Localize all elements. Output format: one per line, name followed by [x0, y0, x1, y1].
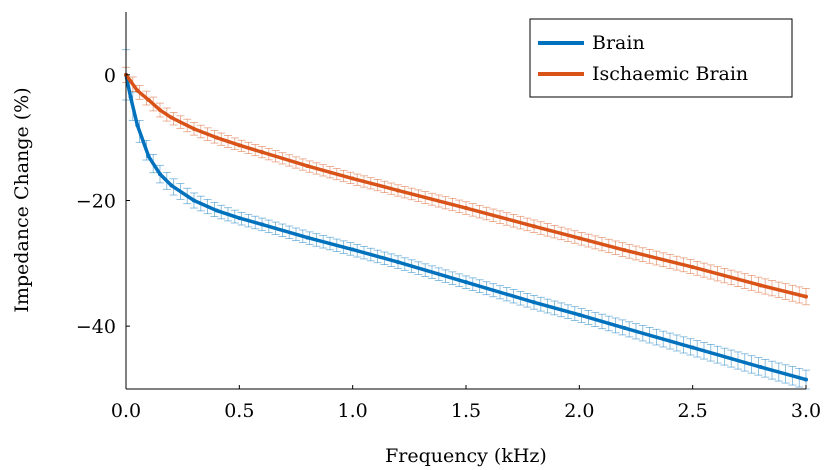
- data-point-brain: [135, 123, 140, 128]
- data-point-brain: [464, 280, 468, 285]
- data-point-brain: [305, 235, 310, 240]
- data-point-ischaemic-brain: [690, 265, 695, 270]
- x-tick-label: 0.0: [111, 400, 141, 422]
- data-point-ischaemic-brain: [804, 294, 808, 299]
- data-point-brain: [214, 208, 219, 213]
- legend-label-ischaemic-brain: Ischaemic Brain: [592, 63, 748, 85]
- series-lines-layer: [124, 72, 808, 382]
- ticks-layer: 0.0 0.5 1.0 1.5 2.0 2.5 3.0 −40 −20 0: [76, 65, 821, 422]
- data-point-brain: [146, 154, 151, 159]
- data-point-brain: [690, 345, 695, 350]
- x-axis-label: Frequency (kHz): [385, 445, 547, 467]
- error-bars-layer: [122, 49, 810, 390]
- data-point-ischaemic-brain: [128, 79, 133, 84]
- data-point-brain: [804, 377, 808, 382]
- data-point-ischaemic-brain: [135, 88, 140, 93]
- y-axis-label: Impedance Change (%): [11, 87, 33, 312]
- data-point-ischaemic-brain: [146, 97, 151, 102]
- data-point-brain: [169, 183, 174, 188]
- x-tick-label: 2.0: [564, 400, 594, 422]
- x-tick-label: 0.5: [224, 400, 254, 422]
- data-point-ischaemic-brain: [464, 206, 468, 211]
- data-point-brain: [158, 172, 162, 177]
- legend-entry-ischaemic-brain: Ischaemic Brain: [538, 63, 748, 85]
- data-point-ischaemic-brain: [305, 163, 310, 168]
- data-point-ischaemic-brain: [577, 236, 582, 241]
- data-point-ischaemic-brain: [169, 115, 174, 120]
- data-point-ischaemic-brain: [260, 150, 264, 155]
- y-tick-label: −20: [76, 191, 116, 213]
- legend-marker-ischaemic-brain: [559, 72, 563, 76]
- x-tick-label: 2.5: [678, 400, 708, 422]
- data-point-brain: [758, 365, 763, 370]
- data-point-ischaemic-brain: [758, 283, 763, 288]
- data-point-ischaemic-brain: [237, 143, 242, 148]
- y-tick-label: −40: [76, 316, 116, 338]
- data-point-ischaemic-brain: [158, 108, 162, 113]
- x-tick-label: 1.0: [338, 400, 368, 422]
- legend-marker-brain: [559, 41, 563, 45]
- data-point-ischaemic-brain: [622, 248, 627, 253]
- data-point-brain: [622, 326, 627, 331]
- data-point-brain: [128, 94, 133, 99]
- legend-entry-brain: Brain: [538, 32, 645, 54]
- data-point-ischaemic-brain: [396, 188, 400, 193]
- x-tick-label: 3.0: [791, 400, 821, 422]
- data-point-brain: [532, 300, 536, 305]
- data-point-ischaemic-brain: [532, 224, 536, 229]
- data-point-brain: [260, 222, 264, 227]
- legend-box: [529, 18, 793, 98]
- series-line-ischaemic-brain: [124, 73, 807, 299]
- data-point-ischaemic-brain: [214, 135, 219, 140]
- legend: Brain Ischaemic Brain: [529, 18, 793, 98]
- data-point-ischaemic-brain: [192, 126, 196, 131]
- data-point-brain: [396, 260, 400, 265]
- y-tick-label: 0: [104, 65, 116, 87]
- data-point-brain: [192, 198, 196, 203]
- legend-label-brain: Brain: [592, 32, 645, 54]
- data-point-brain: [350, 247, 355, 252]
- data-point-brain: [577, 312, 582, 317]
- data-point-ischaemic-brain: [350, 176, 355, 181]
- x-tick-label: 1.5: [451, 400, 481, 422]
- data-point-brain: [237, 216, 242, 221]
- series-line-brain: [124, 74, 807, 382]
